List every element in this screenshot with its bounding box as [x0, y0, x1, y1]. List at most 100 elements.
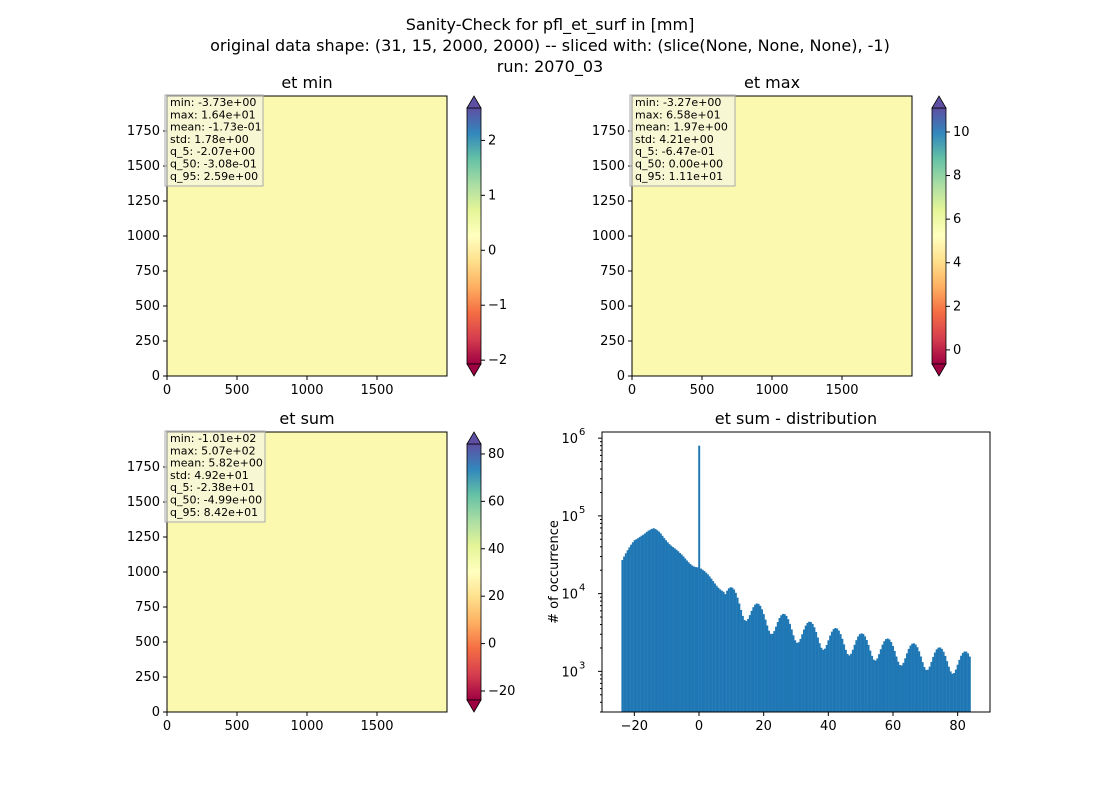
histogram-bar: [843, 644, 846, 712]
histogram-bar: [623, 556, 626, 712]
histogram-bar: [869, 650, 872, 712]
y-tick-exponent: 3: [579, 660, 585, 671]
histogram-bar: [895, 656, 898, 712]
stat-line: q_50: -4.99e+00: [170, 494, 262, 507]
histogram-bar: [682, 556, 685, 712]
colorbar-tick-label: −2: [488, 353, 507, 368]
histogram-bar: [722, 591, 725, 712]
y-tick-label: 0: [152, 705, 160, 720]
histogram-bar: [649, 529, 652, 712]
y-tick-label: 1500: [127, 159, 160, 174]
histogram-bar: [893, 650, 896, 712]
y-tick-label: 0: [617, 369, 625, 384]
histogram-bar: [953, 672, 956, 712]
y-tick-label: 750: [135, 264, 160, 279]
y-tick-label: 750: [135, 600, 160, 615]
plot-frame: [166, 95, 448, 377]
histogram-bar: [900, 665, 903, 712]
histogram-bar: [699, 568, 702, 712]
stat-line: q_50: -3.08e-01: [170, 158, 257, 171]
stat-line: q_95: 1.11e+01: [635, 170, 723, 183]
histogram-bar: [659, 533, 662, 712]
colorbar-tick-label: 20: [488, 589, 505, 604]
colorbar-extend-max: [466, 431, 482, 445]
histogram-bar: [912, 643, 915, 712]
stat-line: q_95: 2.59e+00: [170, 170, 258, 183]
stat-line: q_5: -2.07e+00: [170, 145, 255, 158]
histogram-bar: [642, 534, 645, 712]
histogram-bar: [638, 536, 641, 712]
histogram-bar: [717, 587, 720, 712]
y-tick-label: 750: [600, 264, 625, 279]
histogram-bar: [963, 651, 966, 712]
histogram-bar: [733, 589, 736, 712]
figure-title-line-2: original data shape: (31, 15, 2000, 2000…: [210, 36, 890, 55]
histogram-bar: [890, 641, 893, 712]
histogram-bar: [651, 528, 654, 712]
histogram-bar: [954, 669, 957, 712]
y-tick-label: 1000: [127, 565, 160, 580]
histogram-bar: [813, 627, 816, 712]
histogram-bar: [944, 655, 947, 712]
x-tick-label: 1500: [825, 383, 858, 398]
histogram-bar: [703, 571, 706, 712]
histogram-bar: [727, 588, 730, 712]
histogram-bar: [860, 633, 863, 712]
histogram-bar: [713, 583, 716, 712]
y-tick-label: 10: [561, 510, 578, 525]
histogram-bar: [677, 551, 680, 712]
histogram-bar: [783, 614, 786, 712]
colorbar: [466, 443, 482, 701]
y-tick-label: 1000: [592, 229, 625, 244]
y-tick-label: 500: [600, 299, 625, 314]
histogram-bar: [764, 619, 767, 712]
histogram-bar: [947, 666, 950, 712]
stat-line: q_5: -6.47e-01: [635, 145, 715, 158]
histogram-bar: [724, 594, 727, 712]
histogram-bar: [937, 647, 940, 712]
x-tick-label: 0: [163, 719, 171, 734]
x-tick-label: 500: [690, 383, 715, 398]
histogram-bar: [766, 625, 769, 712]
colorbar-tick-label: 6: [953, 212, 961, 227]
histogram-bar: [942, 651, 945, 712]
histogram-bar: [750, 610, 753, 712]
stats-box: [164, 430, 266, 523]
histogram-bar: [780, 615, 783, 712]
histogram-bar: [825, 645, 828, 712]
x-tick-label: 500: [225, 383, 250, 398]
x-tick-label: 500: [225, 719, 250, 734]
histogram-bar: [818, 643, 821, 712]
colorbar: [931, 107, 947, 365]
histogram-bar: [914, 644, 917, 712]
histogram-bar: [701, 569, 704, 712]
colorbar-tick-label: 10: [953, 125, 970, 140]
y-tick-label: 1250: [592, 194, 625, 209]
histogram-bar: [874, 660, 877, 712]
stats-box: [164, 94, 264, 187]
histogram-bar: [729, 587, 732, 712]
stat-line: max: 6.58e+01: [635, 108, 721, 121]
histogram-bar: [635, 539, 638, 712]
histogram-bar: [748, 615, 751, 712]
y-tick-label: 1250: [127, 530, 160, 545]
panel-et-min: et min 0 500 1000 1500 0 250 500 750 1000 1250 150…: [127, 73, 507, 398]
panel-et-max: et max 0 500 1000 1500 0 250 500 750 1000 1250 150…: [592, 73, 970, 398]
colorbar-tick-label: 4: [953, 256, 961, 271]
histogram-bar: [787, 619, 790, 712]
histogram-bar: [631, 542, 634, 712]
histogram-bar: [878, 654, 881, 712]
histogram-bar: [862, 634, 865, 712]
histogram-bar: [916, 647, 919, 712]
colorbar-tick-label: 1: [488, 188, 496, 203]
colorbar-tick-label: −20: [488, 684, 515, 699]
histogram-bar: [848, 655, 851, 712]
histogram-bar: [689, 564, 692, 712]
stat-line: std: 4.21e+00: [635, 133, 714, 146]
histogram-bar: [626, 550, 629, 712]
panel-title: et sum: [279, 409, 334, 428]
histogram-bar: [792, 635, 795, 712]
histogram-bar: [789, 623, 791, 712]
histogram-bar: [923, 667, 926, 712]
